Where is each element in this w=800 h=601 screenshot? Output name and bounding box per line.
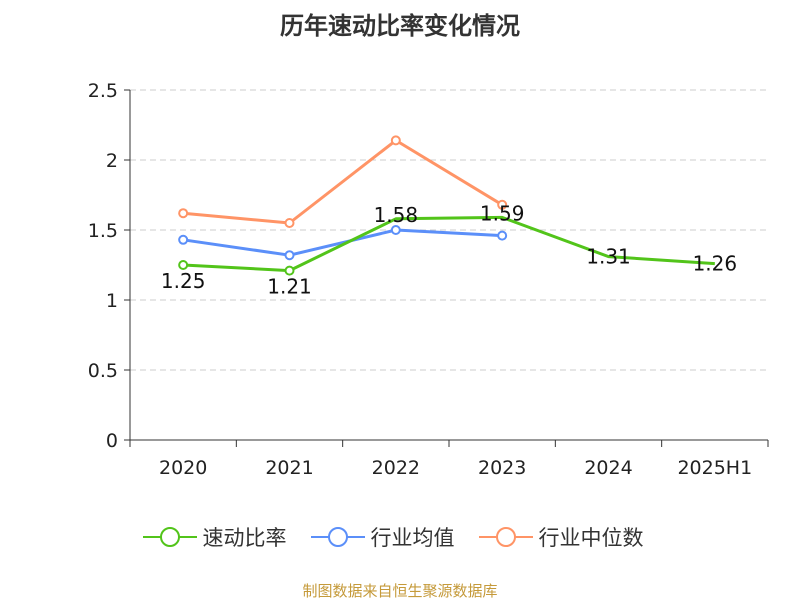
legend: 速动比率 行业均值 行业中位数 — [0, 522, 800, 552]
data-label: 1.21 — [267, 275, 312, 299]
y-tick-label: 0.5 — [88, 360, 118, 382]
data-label: 1.31 — [586, 245, 631, 269]
data-point — [284, 250, 295, 261]
data-label: 1.58 — [374, 203, 419, 227]
grid-lines — [130, 89, 768, 371]
data-label: 1.26 — [693, 252, 738, 276]
x-tick-label: 2024 — [584, 457, 632, 479]
data-point — [497, 199, 508, 210]
x-tick-label: 2022 — [372, 457, 420, 479]
y-tick-label: 1.5 — [88, 220, 118, 242]
data-point — [178, 234, 189, 245]
data-point — [284, 218, 295, 228]
legend-label: 速动比率 — [202, 526, 287, 550]
data-point — [497, 230, 508, 241]
data-label: 1.25 — [161, 269, 206, 293]
data-point — [178, 260, 189, 270]
series-lines — [178, 135, 715, 276]
legend-label: 行业中位数 — [538, 526, 644, 550]
series-line-0 — [183, 215, 715, 273]
y-tick-label: 0 — [106, 430, 118, 452]
legend-label: 行业均值 — [370, 526, 455, 550]
x-tick-label: 2021 — [265, 457, 313, 479]
y-tick-label: 2.5 — [88, 80, 118, 102]
x-tick-label: 2025H1 — [677, 457, 752, 479]
axes: 0 0.5 1 1.5 2 2.5 2020 2021 2022 2023 2024 2025H1 — [88, 80, 769, 479]
series-line-1 — [182, 228, 503, 257]
legend-line-marker-icon — [310, 527, 365, 547]
x-tick-label: 2020 — [159, 457, 207, 479]
data-labels: 1.25 1.21 1.58 1.59 1.31 1.26 — [161, 201, 737, 298]
chart-title: 历年速动比率变化情况 — [280, 12, 520, 40]
y-tick-label: 1 — [106, 290, 118, 312]
y-tick-label: 2 — [106, 150, 118, 172]
legend-line-marker-icon — [142, 527, 197, 547]
legend-line-marker-icon — [478, 527, 533, 547]
data-point — [178, 208, 189, 219]
data-point — [284, 265, 295, 276]
legend-item-industry-median[interactable]: 行业中位数 — [478, 522, 644, 552]
series-line-2 — [183, 138, 503, 225]
legend-item-industry-mean[interactable]: 行业均值 — [310, 522, 455, 552]
legend-item-quick-ratio[interactable]: 速动比率 — [142, 522, 287, 552]
data-point — [390, 135, 401, 146]
data-point — [390, 225, 401, 235]
data-source-note: 制图数据来自恒生聚源数据库 — [302, 582, 498, 600]
x-tick-label: 2023 — [478, 457, 526, 479]
data-label: 1.59 — [480, 201, 525, 225]
